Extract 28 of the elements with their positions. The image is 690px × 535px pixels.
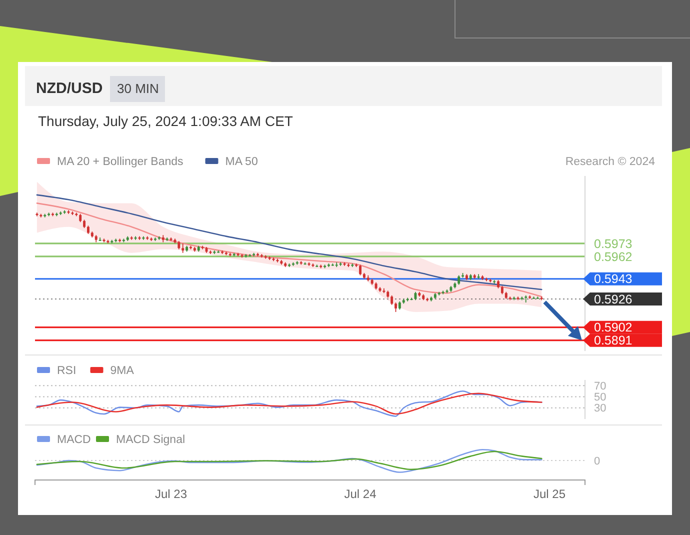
candlestick xyxy=(359,264,362,276)
candlestick xyxy=(182,242,184,254)
legend-label: MACD xyxy=(57,434,91,446)
y-tick-label: 0.5926 xyxy=(594,292,632,306)
x-tick-label: Jul 24 xyxy=(344,487,377,501)
candlestick xyxy=(458,274,460,286)
legend-label: MACD Signal xyxy=(116,434,186,446)
y-tick-label: 70 xyxy=(594,380,606,392)
y-tick-label: 0.5943 xyxy=(594,272,632,286)
y-tick-label: 50 xyxy=(594,392,606,404)
y-tick-label: 0.5973 xyxy=(594,236,632,251)
text: 30 MIN xyxy=(117,81,159,96)
y-tick-label: 0.5962 xyxy=(594,250,632,264)
ref-line-label: 0 xyxy=(594,455,600,468)
legend-label: RSI xyxy=(57,365,76,378)
candlestick xyxy=(394,302,397,312)
y-tick-label: 30 xyxy=(594,402,606,415)
text: Research © 2024 xyxy=(565,156,656,168)
candlestick xyxy=(390,294,394,306)
legend-label: MA 50 xyxy=(225,156,258,168)
y-tick-label: 0.5891 xyxy=(594,334,632,348)
x-tick-label: Jul 25 xyxy=(534,487,566,501)
legend-label: 9MA xyxy=(110,365,134,378)
x-tick-label: Jul 23 xyxy=(155,487,188,501)
chart-title: NZD/USD xyxy=(36,80,103,97)
chart-subtitle: Thursday, July 25, 2024 1:09:33 AM CET xyxy=(38,113,294,129)
y-tick-label: 0.5902 xyxy=(594,320,632,335)
legend-label: MA 20 + Bollinger Bands xyxy=(57,156,184,168)
